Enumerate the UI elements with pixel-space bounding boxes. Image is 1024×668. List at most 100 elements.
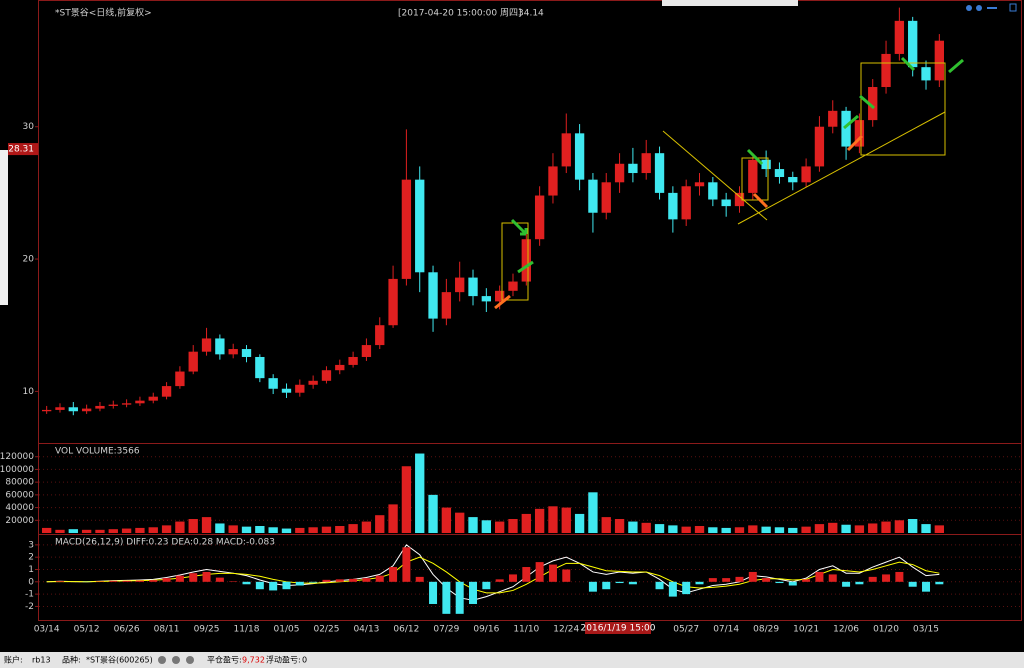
closed-pl: 9,732 [242,656,265,665]
candle-body [428,272,438,319]
candle-body [415,179,425,273]
macd-bar [202,571,211,582]
candle-body [201,338,212,352]
volume-bar [548,506,558,533]
candle-body [481,296,492,302]
pan[interactable] [987,7,997,9]
volume-bar [841,524,851,533]
volume-bar [455,512,465,533]
x-tick-label: 01/20 [873,625,899,635]
plus-button[interactable] [172,656,180,664]
panel-frames [38,0,1022,621]
price-marker-box [8,143,38,156]
zoom-in[interactable] [966,5,972,11]
candle-body [148,396,158,401]
macd-bar [535,562,544,582]
y-tick-label: -2 [25,602,34,612]
macd-bar [255,581,264,590]
macd-bar [242,581,251,585]
arrow [843,114,859,130]
candle-body [748,159,758,193]
symbol-label: 品种: [62,655,81,665]
macd-bar [375,575,384,582]
y-tick-label: 100000 [0,465,34,475]
volume-bar [828,522,838,533]
zoom-icons[interactable] [966,3,1017,12]
candle-body [68,407,78,412]
candle-body [401,179,412,279]
volume-bar [681,526,691,533]
candle-body [508,281,518,291]
macd-bar [455,581,464,614]
macd-bar [215,577,224,582]
zoom-out[interactable] [976,5,982,11]
y-tick-label: -1 [25,590,34,600]
volume-bar [148,527,158,533]
candle-body [814,126,825,167]
volume-bar [894,520,905,533]
arrow [846,134,864,152]
candle-body [641,153,651,174]
candle-body [614,163,625,183]
x-tick-label: 02/25 [313,625,339,635]
volume-bar [508,519,518,533]
candle-body [81,408,92,412]
arrow [900,56,916,72]
candle-body [574,133,585,180]
candle-body [588,179,598,213]
macd-bar [122,580,131,582]
macd-bar [482,581,491,590]
candle-body [801,166,811,183]
x-tick-label: 08/11 [154,625,180,635]
macd-bar [908,581,917,587]
volume-bar [561,507,571,533]
volume-bar [814,524,825,533]
volume-bar [908,519,918,533]
volume-bar [281,528,292,533]
x-tick-label: 11/10 [513,625,539,635]
candle-body [561,133,571,167]
candle-body [161,386,172,397]
macd-bar [708,578,717,582]
volume-bar [521,513,531,533]
macd-bar [668,581,677,597]
candle-body [388,278,398,326]
candle-body [694,182,705,187]
candle-body [308,380,318,385]
volume-bar [534,508,545,533]
y-tick-label: 80000 [5,478,34,488]
closed-pl-label: 平仓盈亏: [207,655,242,665]
account: rb13 [32,656,51,665]
volume-bar [201,517,212,533]
settings-button[interactable] [186,656,194,664]
volume-bar [934,525,945,533]
macd-bar [175,575,184,582]
candle-body [708,182,718,200]
volume-bar [774,527,785,533]
x-tick-label: 05/12 [74,625,100,635]
volume-bar [854,525,865,533]
volume-bar [628,521,638,533]
macd-bar [655,581,664,590]
y-tick-label: 10 [23,387,35,397]
candle-body [121,403,132,405]
macd-bar [828,574,837,582]
marks: 10203020000400006000080000100000120000-2… [0,7,1021,635]
x-tick-label: 06/26 [114,625,140,635]
top-toolbar[interactable] [662,0,798,6]
x-tick-label: 03/15 [913,625,939,635]
macd-bar [295,581,304,586]
volume-bar [601,517,611,533]
minus-button[interactable] [158,656,166,664]
side-toolbar[interactable] [0,150,8,305]
restore[interactable] [1009,3,1017,12]
volume-bar [215,523,225,533]
candle-body [628,163,638,174]
candle-body [468,277,478,297]
candle-body [601,182,611,213]
x-tick-label: 01/05 [274,625,300,635]
volume-bar [308,527,318,533]
volume-bar [348,524,358,533]
trend-line [737,111,946,225]
